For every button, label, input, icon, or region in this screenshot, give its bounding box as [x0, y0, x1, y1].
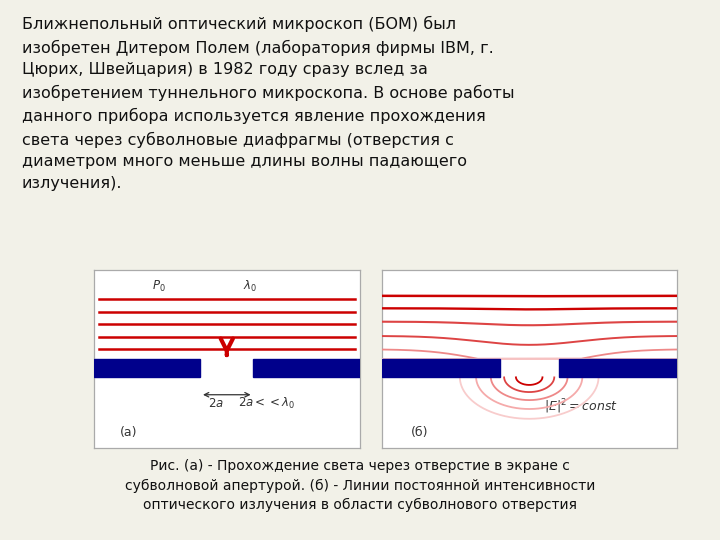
Bar	[559, 359, 677, 377]
Text: $\lambda_0$: $\lambda_0$	[243, 279, 257, 294]
Text: $2a{<}{<}\lambda_0$: $2a{<}{<}\lambda_0$	[238, 396, 295, 411]
Text: Рис. (а) - Прохождение света через отверстие в экране с
субволновой апертурой. (: Рис. (а) - Прохождение света через отвер…	[125, 459, 595, 512]
Bar	[94, 359, 200, 377]
Text: (б): (б)	[411, 426, 428, 438]
Text: Ближнепольный оптический микроскоп (БОМ) был
изобретен Дитером Полем (лаборатори: Ближнепольный оптический микроскоп (БОМ)…	[22, 16, 514, 191]
Bar	[253, 359, 360, 377]
Text: $|E|^2=const$: $|E|^2=const$	[544, 397, 618, 416]
Text: (а): (а)	[120, 426, 138, 438]
Bar	[382, 359, 500, 377]
Text: $P_0$: $P_0$	[152, 279, 166, 294]
Text: $2a$: $2a$	[208, 397, 224, 410]
